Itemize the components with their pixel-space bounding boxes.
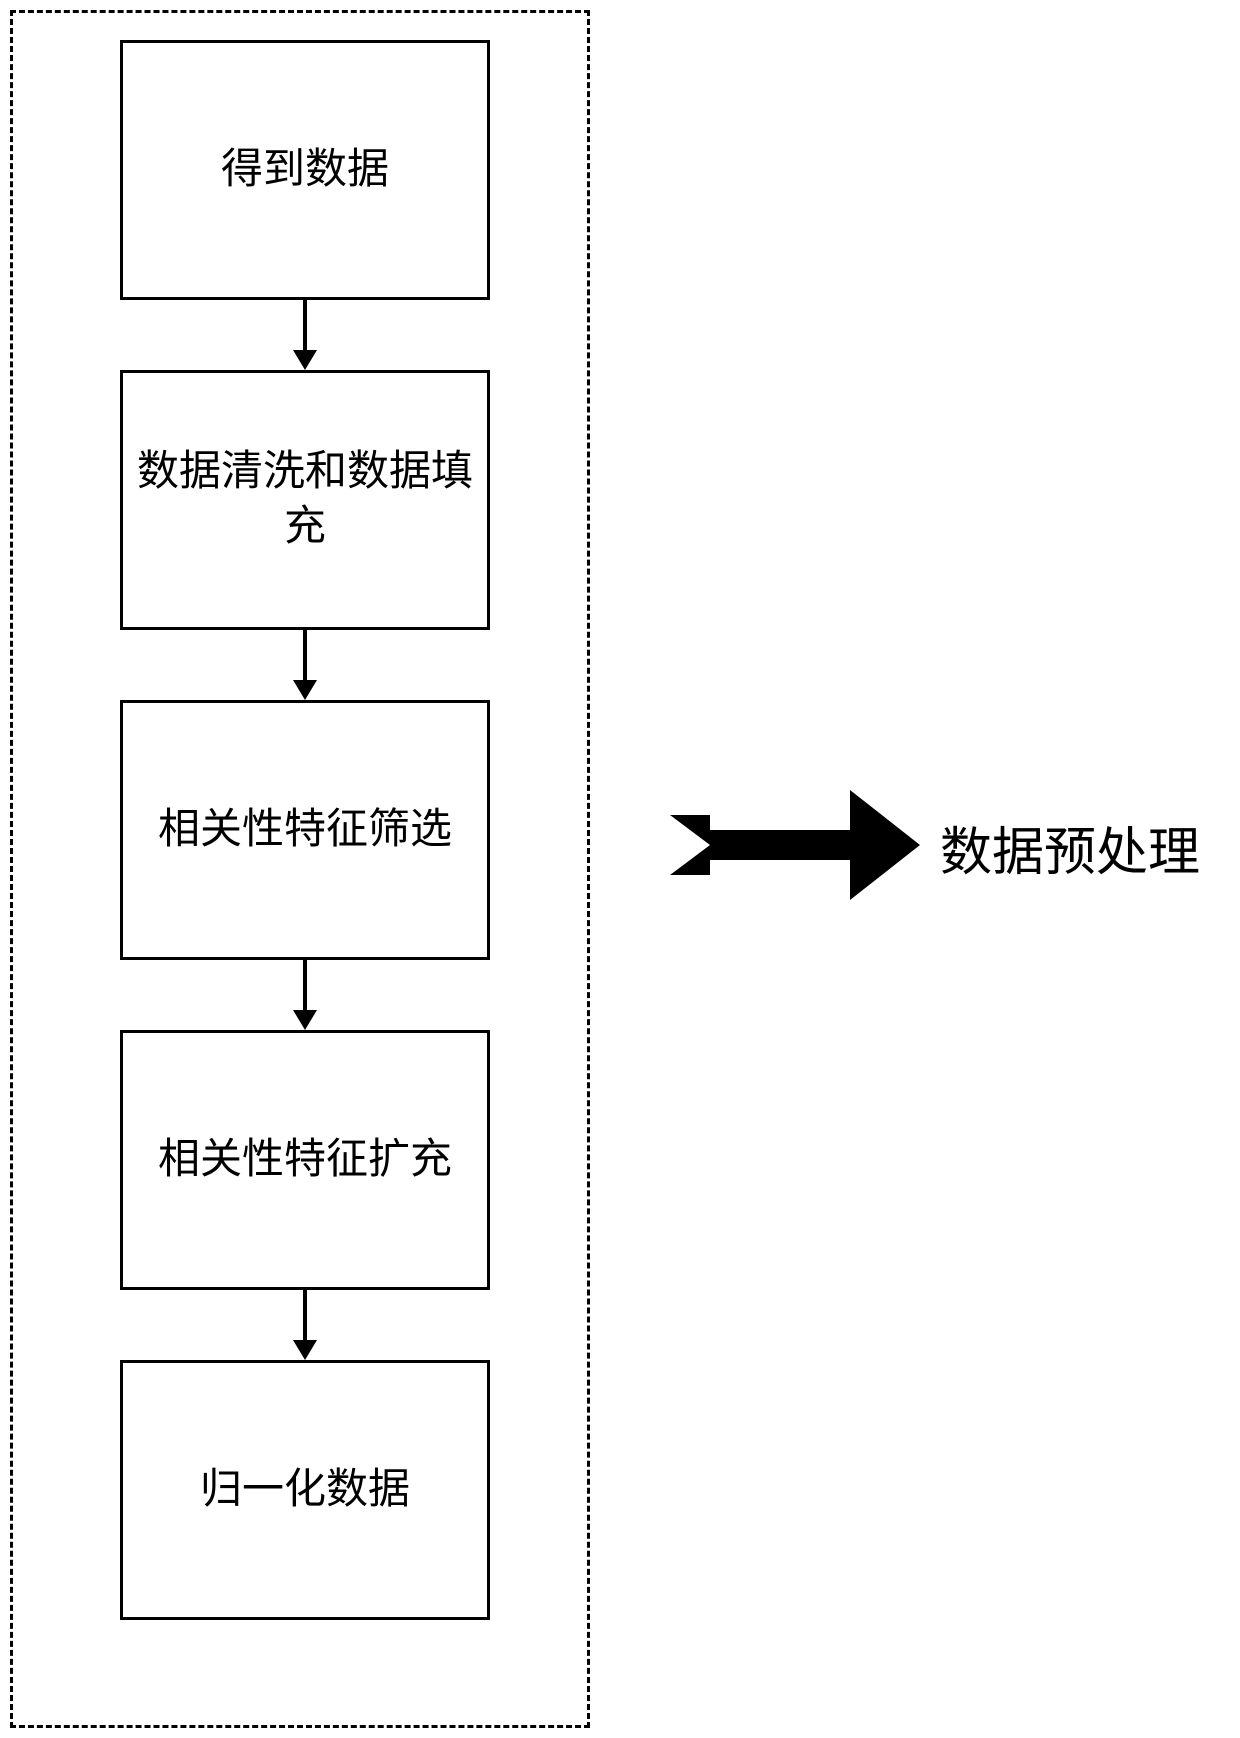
flow-node-label: 相关性特征扩充	[158, 1133, 452, 1188]
flow-node-feature-expand: 相关性特征扩充	[120, 1030, 490, 1290]
flow-node-label: 归一化数据	[200, 1463, 410, 1518]
flow-node-feature-select: 相关性特征筛选	[120, 700, 490, 960]
flow-node-normalize: 归一化数据	[120, 1360, 490, 1620]
flow-node-get-data: 得到数据	[120, 40, 490, 300]
flow-node-label: 数据清洗和数据填充	[133, 445, 477, 554]
flow-node-data-clean-fill: 数据清洗和数据填充	[120, 370, 490, 630]
big-arrow-shape	[670, 790, 920, 900]
flow-arrow-4-5-line	[303, 1290, 307, 1342]
flow-arrow-3-4-head	[293, 1010, 317, 1030]
flow-arrow-2-3-line	[303, 630, 307, 682]
flow-arrow-3-4-line	[303, 960, 307, 1012]
big-arrow-icon	[670, 790, 920, 900]
output-label-text: 数据预处理	[940, 825, 1200, 882]
flow-node-label: 得到数据	[221, 143, 389, 198]
flow-arrow-4-5-head	[293, 1340, 317, 1360]
output-label: 数据预处理	[940, 810, 1200, 885]
flow-arrow-1-2-head	[293, 350, 317, 370]
flow-node-label: 相关性特征筛选	[158, 803, 452, 858]
flow-arrow-1-2-line	[303, 300, 307, 352]
flow-arrow-2-3-head	[293, 680, 317, 700]
